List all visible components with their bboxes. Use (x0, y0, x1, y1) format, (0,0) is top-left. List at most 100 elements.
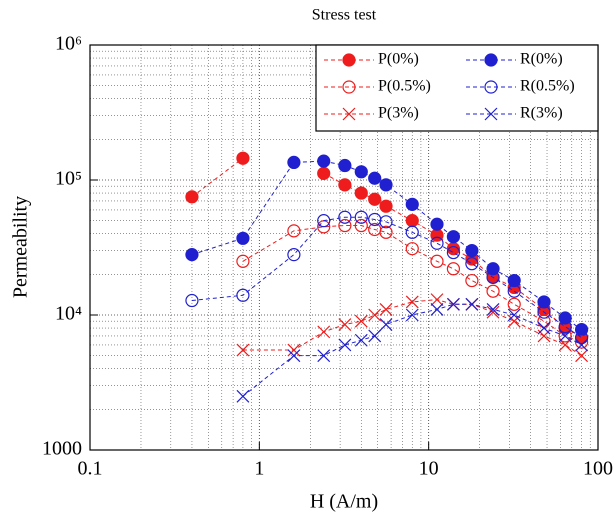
marker (185, 190, 199, 204)
marker (338, 158, 352, 173)
marker (574, 331, 589, 345)
marker (317, 325, 331, 339)
marker (368, 329, 382, 343)
marker (537, 295, 551, 309)
marker (379, 225, 393, 239)
marker (405, 295, 419, 309)
marker (537, 305, 551, 319)
marker (287, 248, 301, 262)
legend-label: R(3%) (520, 105, 563, 122)
y-tick-label: 10⁴ (55, 303, 82, 325)
marker (317, 349, 331, 363)
marker (558, 338, 572, 352)
marker (486, 302, 500, 316)
marker (338, 210, 352, 224)
marker (507, 308, 521, 322)
marker (317, 214, 331, 228)
marker (287, 349, 301, 363)
marker (236, 343, 250, 357)
marker (236, 254, 250, 268)
marker (379, 318, 393, 331)
marker (185, 293, 199, 308)
legend-label: P(3%) (378, 105, 419, 122)
marker (575, 338, 589, 352)
marker (368, 308, 382, 322)
marker (507, 273, 521, 288)
marker (317, 154, 331, 168)
legend-marker (342, 80, 356, 94)
marker (354, 218, 368, 233)
marker (446, 245, 461, 260)
legend-marker (342, 53, 356, 67)
marker (430, 236, 444, 250)
marker (287, 224, 301, 238)
legend-marker (484, 107, 498, 121)
marker (430, 217, 444, 231)
legend-marker (342, 107, 356, 121)
legend-label: P(0%) (378, 51, 419, 68)
marker (379, 215, 393, 229)
chart-title: Stress test (312, 7, 377, 24)
marker (446, 230, 461, 244)
marker (236, 231, 250, 245)
marker (446, 262, 461, 276)
marker (379, 178, 393, 192)
marker (368, 171, 382, 185)
marker (405, 308, 419, 322)
marker (338, 318, 352, 331)
marker (354, 186, 368, 200)
marker (317, 166, 331, 180)
x-tick-label: 10 (419, 458, 439, 480)
x-tick-label: 100 (583, 458, 613, 480)
marker (465, 297, 479, 311)
marker (354, 314, 368, 328)
marker (405, 214, 419, 228)
marker (368, 192, 382, 206)
marker (558, 320, 572, 334)
marker (287, 155, 301, 170)
series-line (242, 303, 582, 397)
marker (354, 333, 368, 347)
marker (379, 302, 393, 316)
series-line (191, 216, 582, 339)
legend-label: P(0.5%) (378, 78, 431, 95)
legend-label: R(0.5%) (520, 78, 575, 95)
marker (465, 257, 479, 271)
series-line (242, 225, 582, 343)
marker (405, 242, 419, 256)
marker (537, 314, 551, 328)
marker (430, 302, 444, 316)
marker (405, 197, 419, 211)
marker (236, 151, 250, 165)
y-tick-label: 10⁵ (55, 168, 82, 190)
marker (430, 254, 444, 268)
x-axis-label: H (A/m) (310, 491, 378, 513)
marker (446, 297, 460, 311)
marker (537, 321, 551, 335)
marker (354, 165, 368, 179)
legend-box (315, 44, 599, 132)
marker (558, 329, 572, 343)
marker (507, 284, 521, 298)
marker (338, 338, 352, 352)
marker (405, 225, 419, 239)
marker (507, 297, 521, 311)
marker (287, 343, 301, 357)
marker (338, 178, 352, 192)
legend-label: R(0%) (520, 51, 563, 68)
marker (486, 305, 500, 319)
y-tick-label: 10⁶ (55, 33, 82, 55)
series-line (242, 299, 582, 357)
marker (236, 288, 250, 302)
marker (338, 218, 352, 233)
marker (185, 248, 199, 262)
marker (486, 270, 500, 284)
marker (430, 293, 444, 307)
legend-marker (484, 80, 498, 94)
y-axis-label: Permeability (10, 196, 32, 298)
marker (236, 389, 250, 403)
marker (486, 284, 500, 298)
x-tick-label: 0.1 (78, 458, 103, 480)
marker (575, 349, 589, 363)
